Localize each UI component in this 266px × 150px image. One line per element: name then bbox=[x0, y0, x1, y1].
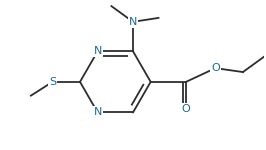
Text: N: N bbox=[93, 46, 102, 56]
Text: O: O bbox=[211, 63, 220, 73]
Text: O: O bbox=[182, 104, 190, 114]
Text: S: S bbox=[49, 77, 56, 87]
Text: N: N bbox=[129, 17, 137, 27]
Text: N: N bbox=[93, 107, 102, 117]
